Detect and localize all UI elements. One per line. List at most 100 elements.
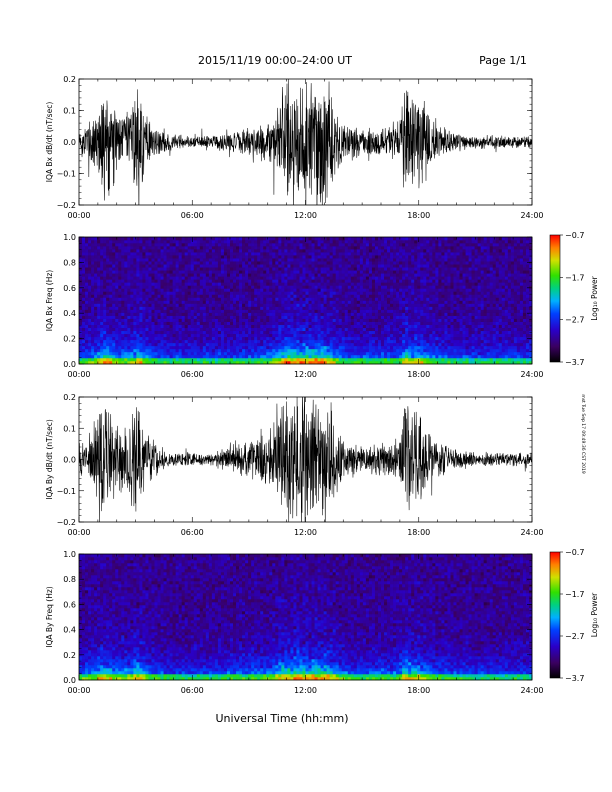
spectrogram-cell <box>199 267 204 271</box>
spectrogram-cell <box>109 297 113 301</box>
spectrogram-cell <box>420 237 424 241</box>
spectrogram-cell <box>118 348 122 353</box>
spectrogram-cell <box>426 237 430 241</box>
spectrogram-cell <box>217 288 222 292</box>
spectrogram-cell <box>239 264 243 268</box>
spectrogram-cell <box>384 333 388 338</box>
spectrogram-cell <box>347 276 352 280</box>
spectrogram-cell <box>239 348 243 353</box>
spectrogram-cell <box>423 300 427 304</box>
spectrogram-cell <box>223 267 228 271</box>
spectrogram-cell <box>257 279 261 283</box>
spectrogram-cell <box>82 237 86 241</box>
spectrogram-cell <box>368 252 373 256</box>
spectrogram-cell <box>202 252 207 256</box>
spectrogram-cell <box>202 273 207 277</box>
spectrogram-cell <box>136 273 140 277</box>
spectrogram-cell <box>423 351 427 356</box>
spectrogram-cell <box>311 333 315 338</box>
spectrogram-cell <box>139 339 143 344</box>
spectrogram-cell <box>420 249 424 253</box>
spectrogram-cell <box>420 354 424 359</box>
spectrogram-cell <box>142 255 146 259</box>
spectrogram-cell <box>260 297 264 301</box>
spectrogram-cell <box>284 282 288 286</box>
spectrogram-cell <box>160 315 164 319</box>
spectrogram-cell <box>302 342 306 347</box>
spectrogram-cell <box>103 330 107 335</box>
spectrogram-cell <box>139 321 143 325</box>
spectrogram-cell <box>365 336 370 341</box>
spectrogram-cell <box>121 342 125 347</box>
spectrogram-cell <box>314 306 318 310</box>
spectrogram-cell <box>118 273 122 277</box>
y-tick-label: −0.1 <box>57 170 76 179</box>
spectrogram-cell <box>390 243 394 247</box>
spectrogram-cell <box>302 351 306 356</box>
spectrogram-cell <box>178 264 182 268</box>
spectrogram-cell <box>305 300 309 304</box>
spectrogram-cell <box>239 321 243 325</box>
spectrogram-cell <box>254 318 258 322</box>
spectrogram-cell <box>335 348 340 353</box>
spectrogram-cell <box>356 336 361 341</box>
spectrogram-cell <box>94 264 98 268</box>
spectrogram-cell <box>362 243 367 247</box>
spectrogram-cell <box>323 345 327 350</box>
spectrogram-cell <box>178 255 182 259</box>
spectrogram-cell <box>248 303 252 307</box>
spectrogram-cell <box>399 348 403 353</box>
spectrogram-cell <box>199 270 204 274</box>
spectrogram-cell <box>163 261 167 265</box>
spectrogram-cell <box>202 291 207 295</box>
spectrogram-cell <box>106 318 110 322</box>
spectrogram-cell <box>230 249 234 253</box>
spectrogram-cell <box>242 327 246 332</box>
spectrogram-cell <box>305 297 309 301</box>
spectrogram-cell <box>118 330 122 335</box>
spectrogram-cell <box>399 357 403 362</box>
spectrogram-cell <box>405 351 409 356</box>
spectrogram-cell <box>142 264 146 268</box>
spectrogram-cell <box>381 333 385 338</box>
spectrogram-cell <box>181 243 185 247</box>
spectrogram-cell <box>417 270 421 274</box>
spectrogram-cell <box>118 285 122 289</box>
spectrogram-cell <box>275 291 279 295</box>
spectrogram-cell <box>281 279 285 283</box>
spectrogram-cell <box>377 303 382 307</box>
spectrogram-cell <box>374 321 379 325</box>
spectrogram-cell <box>245 297 249 301</box>
spectrogram-cell <box>190 354 195 359</box>
spectrogram-cell <box>142 357 146 362</box>
spectrogram-cell <box>272 294 276 298</box>
spectrogram-cell <box>305 252 309 256</box>
spectrogram-cell <box>220 303 225 307</box>
spectrogram-cell <box>353 315 358 319</box>
spectrogram-cell <box>121 246 125 250</box>
spectrogram-cell <box>350 315 355 319</box>
spectrogram-cell <box>118 252 122 256</box>
spectrogram-cell <box>139 342 143 347</box>
spectrogram-cell <box>196 357 201 362</box>
spectrogram-cell <box>302 264 306 268</box>
spectrogram-cell <box>245 273 249 277</box>
spectrogram-cell <box>196 339 201 344</box>
spectrogram-cell <box>211 327 216 332</box>
spectrogram-cell <box>411 330 415 335</box>
spectrogram-cell <box>142 360 146 365</box>
spectrogram-cell <box>305 294 309 298</box>
spectrogram-cell <box>320 336 324 341</box>
spectrogram-cell <box>266 312 270 316</box>
spectrogram-cell <box>275 258 279 262</box>
spectrogram-cell <box>296 357 300 362</box>
spectrogram-cell <box>178 309 182 313</box>
spectrogram-cell <box>181 291 185 295</box>
spectrogram-cell <box>217 270 222 274</box>
spectrogram-cell <box>371 306 376 310</box>
spectrogram-cell <box>248 345 252 350</box>
spectrogram-cell <box>260 351 264 356</box>
spectrogram-cell <box>91 279 95 283</box>
spectrogram-cell <box>196 351 201 356</box>
spectrogram-cell <box>371 267 376 271</box>
